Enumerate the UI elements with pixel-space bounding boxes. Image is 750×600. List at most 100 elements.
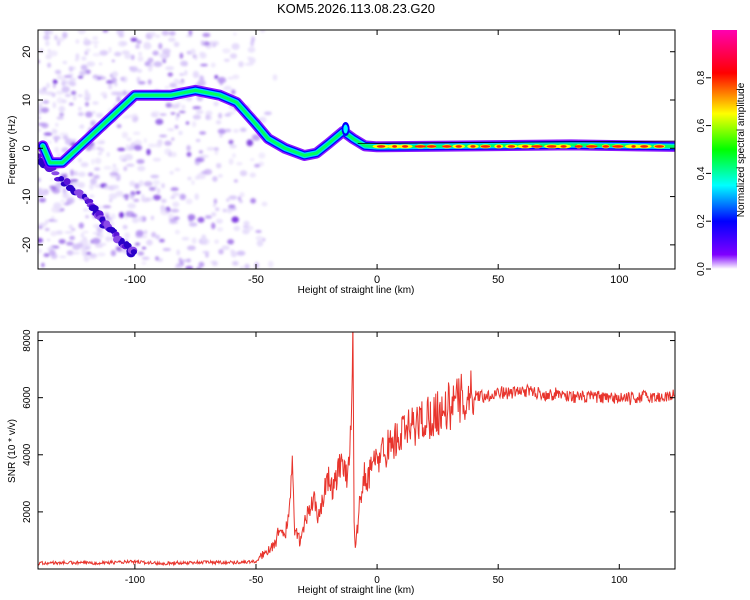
noise-speck — [42, 86, 47, 91]
noise-speck — [78, 106, 82, 111]
noise-speck — [161, 198, 167, 203]
ridge-hot-core — [402, 145, 409, 148]
noise-speck — [258, 152, 266, 159]
noise-speck — [176, 249, 180, 256]
noise-speck — [102, 211, 110, 216]
noise-speck — [91, 41, 100, 44]
noise-speck — [217, 76, 227, 84]
noise-speck — [48, 249, 56, 256]
noise-speck — [209, 40, 214, 47]
noise-speck — [202, 251, 210, 254]
noise-speck — [228, 204, 236, 209]
colorbar-gradient — [712, 30, 737, 269]
noise-speck — [233, 32, 237, 36]
noise-speck — [246, 139, 254, 147]
noise-speck — [62, 61, 68, 64]
noise-speck — [215, 120, 222, 125]
branch-blob — [85, 198, 94, 204]
noise-speck — [191, 121, 197, 128]
noise-speck — [123, 90, 127, 96]
noise-speck — [169, 82, 177, 88]
noise-speck — [99, 62, 103, 66]
noise-speck — [133, 198, 140, 202]
noise-speck — [85, 247, 91, 250]
ridge-hot-core — [560, 145, 567, 148]
noise-speck — [92, 36, 99, 40]
noise-speck — [178, 130, 183, 136]
top-x-tick-label: -100 — [124, 274, 146, 286]
noise-speck — [254, 261, 259, 269]
noise-speck — [83, 255, 90, 262]
noise-speck — [135, 44, 140, 49]
noise-speck — [107, 83, 113, 90]
noise-speck — [214, 75, 219, 79]
noise-speck — [60, 199, 65, 203]
bottom-x-axis-label: Height of straight line (km) — [298, 585, 415, 596]
snr-series-layer — [38, 332, 675, 567]
noise-speck — [54, 146, 60, 153]
noise-speck — [239, 170, 248, 177]
noise-speck — [180, 60, 188, 67]
noise-speck — [179, 52, 184, 59]
noise-speck — [187, 245, 196, 251]
noise-speck — [79, 70, 86, 76]
noise-speck — [231, 43, 240, 50]
noise-speck — [187, 176, 192, 181]
ridge-hot-core — [470, 145, 476, 148]
noise-speck — [147, 79, 152, 85]
noise-speck — [72, 66, 76, 70]
diagonal-branch-layer — [38, 153, 138, 258]
noise-speck — [111, 71, 119, 78]
noise-speck — [164, 148, 172, 156]
noise-speck — [77, 75, 84, 79]
noise-speck — [141, 261, 147, 265]
noise-speck — [44, 227, 50, 232]
noise-speck — [204, 215, 212, 219]
noise-speck — [250, 198, 256, 204]
noise-speck — [38, 197, 46, 203]
noise-speck — [240, 127, 247, 132]
noise-speck — [86, 251, 92, 255]
noise-speck — [201, 234, 207, 242]
noise-speck — [202, 32, 211, 38]
noise-speck — [155, 256, 159, 261]
noise-speck — [147, 143, 157, 148]
noise-speck — [45, 53, 52, 60]
noise-speck — [126, 137, 132, 142]
noise-speck — [112, 163, 117, 168]
snr-panel: -100 -50 0 50 100 2000 4000 6000 8000 Height of… — [7, 329, 676, 596]
noise-speck — [110, 175, 119, 179]
noise-speck — [175, 115, 179, 121]
noise-speck — [221, 245, 230, 250]
bottom-y-axis-label: SNR (10 * v/v) — [7, 419, 18, 483]
noise-speck — [200, 63, 208, 67]
noise-speck — [231, 89, 236, 95]
noise-speck — [158, 42, 163, 50]
noise-speck — [251, 134, 261, 141]
bottom-y-tick-label: 8000 — [22, 329, 33, 352]
noise-speck — [55, 230, 64, 235]
noise-speck — [126, 163, 135, 167]
noise-speck — [85, 101, 89, 107]
noise-speck — [165, 102, 172, 108]
noise-speck — [38, 116, 41, 120]
noise-speck — [216, 163, 222, 169]
ridge-hot-core — [531, 145, 543, 148]
noise-speck — [226, 198, 230, 202]
noise-speck — [176, 263, 182, 267]
noise-speck — [77, 171, 86, 177]
noise-speck — [215, 207, 220, 211]
noise-speck — [160, 209, 169, 216]
noise-speck — [52, 101, 56, 109]
noise-speck — [195, 138, 201, 143]
noise-speck — [133, 144, 143, 151]
noise-speck — [122, 224, 128, 230]
noise-speck — [233, 225, 241, 231]
noise-speck — [162, 48, 171, 55]
noise-speck — [259, 116, 267, 124]
noise-speck — [115, 190, 124, 197]
noise-speck — [272, 74, 278, 81]
noise-speck — [118, 155, 126, 161]
noise-speck — [136, 159, 145, 164]
noise-speck — [80, 64, 88, 71]
